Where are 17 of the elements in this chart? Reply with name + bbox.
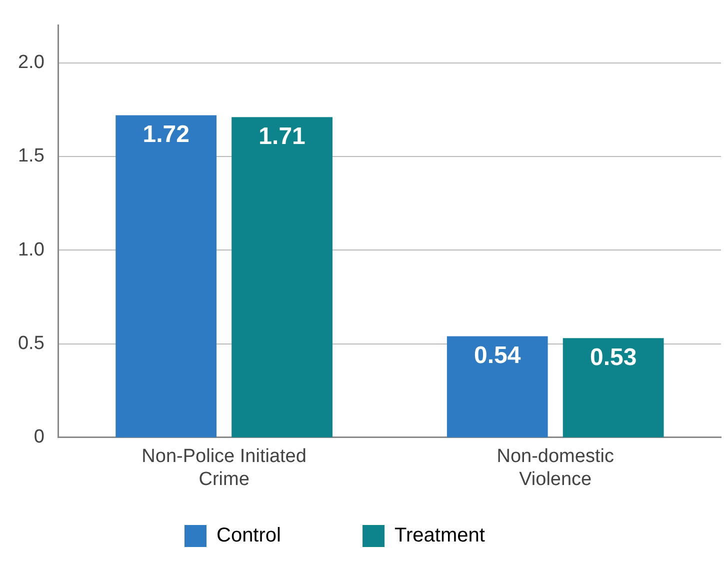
legend-label: Control bbox=[216, 524, 337, 547]
y-tick-label: 0.5 bbox=[18, 333, 44, 354]
data-label: 1.71 bbox=[258, 122, 306, 150]
bar bbox=[232, 117, 332, 438]
data-label: 0.54 bbox=[474, 342, 522, 369]
bar bbox=[446, 336, 548, 438]
x-tick-label: Non-Police Initiated Crime bbox=[142, 446, 306, 490]
y-tick-label: 1.5 bbox=[18, 146, 44, 167]
bar bbox=[116, 115, 217, 438]
y-tick-label: 2.0 bbox=[18, 52, 44, 74]
y-tick-label: 1.0 bbox=[18, 239, 44, 260]
x-tick-label: Non-domestic Violence bbox=[496, 446, 614, 490]
y-tick-label: 0 bbox=[34, 426, 44, 448]
data-label: 0.53 bbox=[590, 344, 637, 371]
bar bbox=[562, 338, 664, 438]
data-label: 1.72 bbox=[142, 120, 190, 148]
legend-label: Treatment bbox=[394, 524, 541, 547]
